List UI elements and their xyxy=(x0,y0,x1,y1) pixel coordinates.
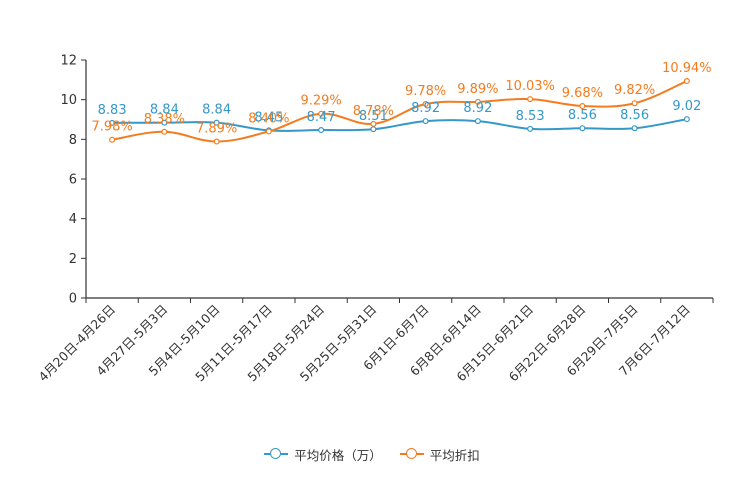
data-label: 7.98% xyxy=(91,120,132,135)
legend-label-avg-discount: 平均折扣 xyxy=(429,447,480,463)
data-point[interactable] xyxy=(318,110,325,117)
data-point[interactable] xyxy=(527,96,534,103)
data-label: 8.38% xyxy=(144,112,185,127)
y-tick-label: 10 xyxy=(60,93,77,108)
data-label: 8.56 xyxy=(620,108,649,123)
data-point[interactable] xyxy=(109,119,116,126)
y-axis: 0 2 4 6 8 10 12 xyxy=(60,54,87,307)
data-label: 8.45 xyxy=(254,110,283,125)
data-label: 8.78% xyxy=(353,104,394,119)
data-label: 9.78% xyxy=(405,84,446,99)
data-label: 8.40% xyxy=(248,111,289,126)
data-point[interactable] xyxy=(161,128,168,135)
data-label: 8.83 xyxy=(98,103,127,118)
data-label: 8.92 xyxy=(411,101,440,116)
data-label: 8.51 xyxy=(359,109,388,124)
data-point[interactable] xyxy=(161,119,168,126)
data-label: 8.84 xyxy=(150,103,179,118)
series-line-1 xyxy=(111,80,688,143)
data-point[interactable] xyxy=(631,125,638,132)
data-point[interactable] xyxy=(683,78,690,85)
data-point[interactable] xyxy=(422,101,429,108)
data-point[interactable] xyxy=(527,125,534,132)
data-point[interactable] xyxy=(422,118,429,125)
data-label: 7.89% xyxy=(196,122,237,137)
data-label: 8.47 xyxy=(307,110,336,125)
data-point[interactable] xyxy=(683,116,690,123)
data-label: 8.84 xyxy=(202,103,231,118)
data-point[interactable] xyxy=(474,118,481,125)
data-point[interactable] xyxy=(213,138,220,145)
data-label: 9.82% xyxy=(614,83,655,98)
legend: 平均价格（万） 平均折扣 xyxy=(0,444,744,464)
data-point[interactable] xyxy=(474,98,481,105)
data-label: 10.94% xyxy=(662,61,712,76)
data-label: 8.56 xyxy=(568,108,597,123)
y-tick-label: 0 xyxy=(69,292,77,307)
legend-item-avg-price[interactable]: 平均价格（万） xyxy=(264,445,382,464)
y-tick-label: 8 xyxy=(69,133,77,148)
data-label: 8.53 xyxy=(516,109,545,124)
legend-label-avg-price: 平均价格（万） xyxy=(294,447,382,463)
y-tick-label: 4 xyxy=(69,212,77,227)
legend-swatch-avg-discount xyxy=(399,448,424,460)
data-point[interactable] xyxy=(579,125,586,132)
data-label: 8.92 xyxy=(463,101,492,116)
data-label: 9.68% xyxy=(562,86,603,101)
data-point[interactable] xyxy=(318,127,325,134)
series-layer xyxy=(109,78,690,145)
data-label: 9.89% xyxy=(457,82,498,97)
series-line-0 xyxy=(112,118,688,132)
x-axis: 4月20日-4月26日4月27日-5月3日5月4日-5月10日5月11日-5月1… xyxy=(35,297,714,384)
legend-swatch-avg-price xyxy=(264,448,289,460)
data-point[interactable] xyxy=(265,128,272,135)
y-tick-label: 2 xyxy=(69,252,77,267)
y-tick-label: 12 xyxy=(60,54,77,69)
data-point[interactable] xyxy=(109,136,116,143)
legend-item-avg-discount[interactable]: 平均折扣 xyxy=(399,445,480,464)
data-point[interactable] xyxy=(631,100,638,107)
data-label: 9.29% xyxy=(300,94,341,109)
data-point[interactable] xyxy=(370,126,377,133)
data-point[interactable] xyxy=(213,119,220,126)
y-tick-label: 6 xyxy=(69,173,77,188)
data-label: 10.03% xyxy=(505,79,555,94)
data-point[interactable] xyxy=(579,103,586,110)
data-label-layer: 8.83 8.84 8.84 8.45 8.47 8.51 8.92 8.92 8.53 8.56… xyxy=(91,61,711,136)
data-label: 9.02 xyxy=(672,99,701,114)
data-point[interactable] xyxy=(370,120,377,127)
